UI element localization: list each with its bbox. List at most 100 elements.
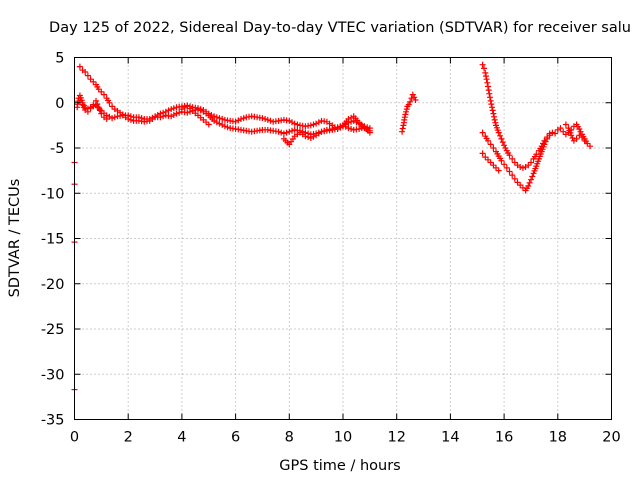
data-point [267,117,274,124]
chart-title: Day 125 of 2022, Sidereal Day-to-day VTE… [49,20,631,36]
grid [74,57,612,420]
data-point [526,179,533,186]
data-point [402,111,409,118]
series-track-g [479,150,502,174]
data-point [407,98,414,105]
data-point [484,79,491,86]
data-point [125,116,132,122]
data-point [411,94,418,101]
y-tick-label: -20 [41,277,65,293]
data-point [587,143,593,150]
data-point [195,106,201,113]
data-point [366,129,373,136]
data-point [584,140,591,147]
data-point [157,114,164,121]
data-point [491,116,498,123]
data-point [82,105,89,112]
data-point [173,110,180,117]
data-point [127,116,134,123]
data-point [345,125,352,132]
data-point [307,135,314,141]
data-point [95,104,102,111]
data-point [109,115,116,122]
data-point [408,95,415,102]
data-point [334,124,341,131]
x-tick-label: 14 [441,430,459,446]
data-point [479,150,486,157]
y-tick-label: -30 [41,367,65,383]
data-point [280,130,287,137]
x-tick-label: 10 [334,430,352,446]
data-point [399,125,406,132]
data-point [405,101,412,108]
axes: 0 2 4 6 8 10 12 14 16 18 20 5 0 -5 -10 -15 -20 -25 -30 -35 [41,51,621,446]
x-tick-label: 16 [495,430,513,446]
data-point [211,117,218,124]
data-point [98,88,105,95]
data-point [238,116,244,122]
data-point [358,125,365,132]
data-point [205,121,212,128]
data-point [519,164,526,171]
data-point [498,135,505,142]
data-point [498,157,505,164]
data-point [94,101,101,108]
data-point [501,161,508,168]
data-point [403,108,410,115]
data-point [569,135,576,141]
data-point [176,109,183,116]
data-point [482,69,489,76]
x-axis-label: GPS time / hours [279,458,400,474]
data-point [479,129,486,136]
x-tick-label: 20 [602,430,620,446]
data-point [568,132,575,139]
data-point [90,78,97,85]
data-point [546,132,553,139]
data-point [109,103,116,110]
data-point [488,101,495,108]
data-point [581,137,588,144]
data-point [412,97,419,103]
data-point [307,122,314,129]
data-point [302,133,309,140]
data-point [80,102,87,109]
data-point [528,176,534,183]
data-point [331,125,338,132]
data-point [305,134,312,141]
data-point [262,116,269,122]
data-point [511,175,518,182]
data-point [170,105,177,112]
data-point [87,76,94,83]
data-point [321,127,328,134]
data-point [79,99,86,106]
data-point [549,129,556,136]
data-point [486,90,493,97]
data-point [483,76,490,83]
data-point [517,182,524,189]
y-axis-label: SDTVAR / TECUs [7,179,23,298]
y-tick-label: -10 [41,186,65,202]
data-point [356,126,363,132]
data-point [495,167,502,174]
data-point [84,108,91,115]
y-tick-label: -35 [41,413,65,429]
data-point [485,156,491,163]
x-tick-label: 12 [387,430,405,446]
data-point [525,183,532,189]
data-point [497,132,504,139]
data-point [525,162,532,169]
x-tick-label: 6 [231,430,240,446]
data-point [337,123,344,130]
data-point [491,113,497,120]
data-point [93,97,99,104]
data-point [82,69,89,75]
data-point [511,159,518,166]
data-point [495,129,502,136]
data-point [490,145,497,151]
data-point [509,172,516,179]
y-tick-label: -15 [41,232,65,248]
data-point [165,107,172,114]
x-tick-label: 4 [177,430,186,446]
data-point [84,72,91,79]
data-point [318,128,325,135]
